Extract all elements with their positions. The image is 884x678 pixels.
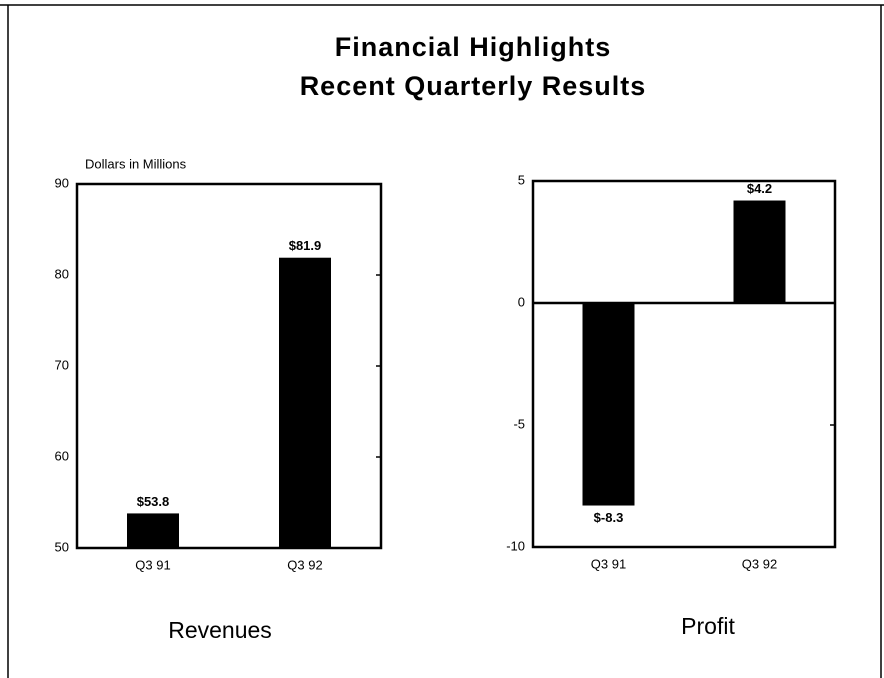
y-tick-label: -5	[513, 416, 525, 431]
x-tick-label: Q3 91	[591, 556, 626, 571]
bar	[127, 513, 179, 548]
chart-title: Revenues	[168, 617, 272, 643]
page-subtitle: Recent Quarterly Results	[300, 71, 647, 101]
value-label: $81.9	[289, 238, 322, 253]
y-tick-label: 50	[55, 539, 69, 554]
y-tick-label: 70	[55, 357, 69, 372]
bar	[733, 200, 786, 303]
y-tick-label: 60	[55, 448, 69, 463]
x-tick-label: Q3 91	[135, 557, 170, 572]
plot-frame	[75, 182, 383, 550]
chart-title: Profit	[681, 613, 735, 639]
y-axis-label: Dollars in Millions	[85, 156, 187, 171]
y-tick-label: 80	[55, 266, 69, 281]
value-label: $4.2	[747, 181, 772, 196]
bar	[279, 257, 331, 548]
page-title: Financial Highlights	[335, 32, 612, 62]
value-label: $-8.3	[594, 510, 624, 525]
bar	[582, 303, 635, 506]
y-tick-label: 0	[518, 294, 525, 309]
value-label: $53.8	[137, 494, 170, 509]
plot-frame	[531, 179, 837, 549]
x-tick-label: Q3 92	[742, 556, 777, 571]
y-tick-label: -10	[506, 538, 525, 553]
x-tick-label: Q3 92	[287, 557, 322, 572]
y-tick-label: 90	[55, 175, 69, 190]
y-tick-label: 5	[518, 172, 525, 187]
